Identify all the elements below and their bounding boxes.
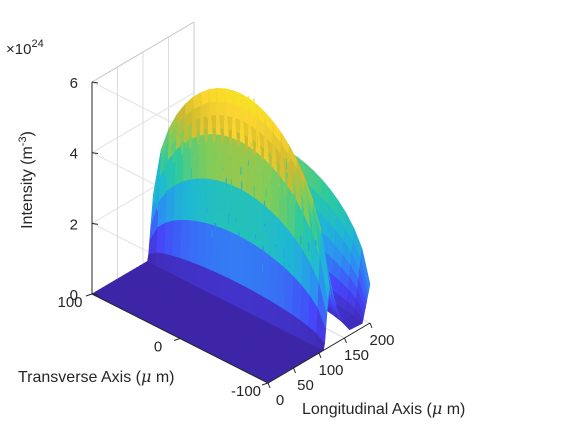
surface-patch	[213, 179, 224, 229]
surface-patch	[173, 180, 184, 221]
z-tick-mark	[91, 81, 99, 84]
y-tick-mark	[173, 338, 181, 341]
y-tick-label: 0	[154, 339, 162, 356]
surface-patch	[219, 273, 230, 303]
surface-patch	[205, 178, 216, 226]
x-tick-mark	[293, 367, 296, 374]
x-axis-label: Longitudinal Axis (μ m)	[302, 399, 465, 418]
surface-patch	[269, 209, 280, 263]
surface-patch	[171, 255, 182, 278]
surface-patch	[197, 177, 208, 224]
surface-patch	[236, 234, 247, 287]
surface-patch	[245, 191, 256, 245]
surface-patch	[220, 227, 231, 279]
surface-patch	[235, 281, 246, 311]
surface-patch	[260, 248, 271, 301]
surface	[91, 88, 371, 384]
surface-patch	[164, 219, 175, 256]
surface-patch	[244, 238, 255, 291]
x-tick-mark	[318, 352, 322, 359]
surface-patch	[211, 270, 222, 299]
x-tick-label: 0	[276, 392, 284, 409]
surface-patch	[204, 222, 215, 272]
z-tick-label: 6	[70, 75, 78, 92]
surface-patch	[251, 289, 262, 319]
surface-patch	[180, 219, 191, 262]
y-tick-label: 100	[57, 294, 82, 311]
y-axis-label: Transverse Axis (μ m)	[18, 367, 175, 386]
box-edge	[91, 21, 195, 83]
surface-patch	[227, 277, 238, 307]
y-tick-mark	[261, 382, 269, 386]
z-tick-mark	[91, 222, 99, 225]
axes	[85, 81, 373, 389]
surface-patch	[284, 267, 295, 316]
z-axis-label: Intensity (m-3)	[17, 131, 36, 229]
surface-patch	[268, 254, 279, 305]
surface-patch	[181, 178, 192, 221]
surface-patch	[196, 220, 207, 268]
x-tick-label: 50	[297, 377, 314, 394]
y-tick-mark	[85, 293, 93, 297]
z-tick-label: 0	[70, 287, 78, 304]
x-tick-label: 150	[344, 347, 369, 364]
z-tick-label: 4	[70, 146, 78, 163]
x-tick-label: 200	[369, 332, 394, 349]
surface-patch	[212, 224, 223, 275]
x-tick-mark	[267, 382, 271, 389]
surface-patch	[195, 263, 206, 291]
surface-patch	[243, 285, 254, 315]
z-tick-label: 2	[70, 216, 78, 233]
surface-patch	[187, 260, 198, 287]
z-multiplier: ×1024	[6, 38, 44, 58]
surface-patch	[189, 177, 200, 222]
surface-patch	[188, 219, 199, 265]
surface-patch	[276, 260, 287, 310]
x-tick-label: 100	[318, 362, 343, 379]
x-tick-mark	[344, 337, 347, 344]
surface-patch	[228, 230, 239, 283]
surface-patch	[156, 221, 167, 254]
surface-patch	[360, 248, 371, 290]
surface-patch	[252, 243, 263, 296]
surface-patch	[179, 257, 190, 283]
surface-patch	[221, 181, 232, 232]
z-tick-mark	[91, 152, 99, 155]
surface-patch	[253, 197, 264, 250]
surface-patch	[172, 219, 183, 259]
z-tick-mark	[91, 293, 99, 296]
y-tick-label: -100	[231, 383, 261, 400]
x-tick-mark	[369, 322, 373, 329]
surface-patch	[203, 266, 214, 295]
